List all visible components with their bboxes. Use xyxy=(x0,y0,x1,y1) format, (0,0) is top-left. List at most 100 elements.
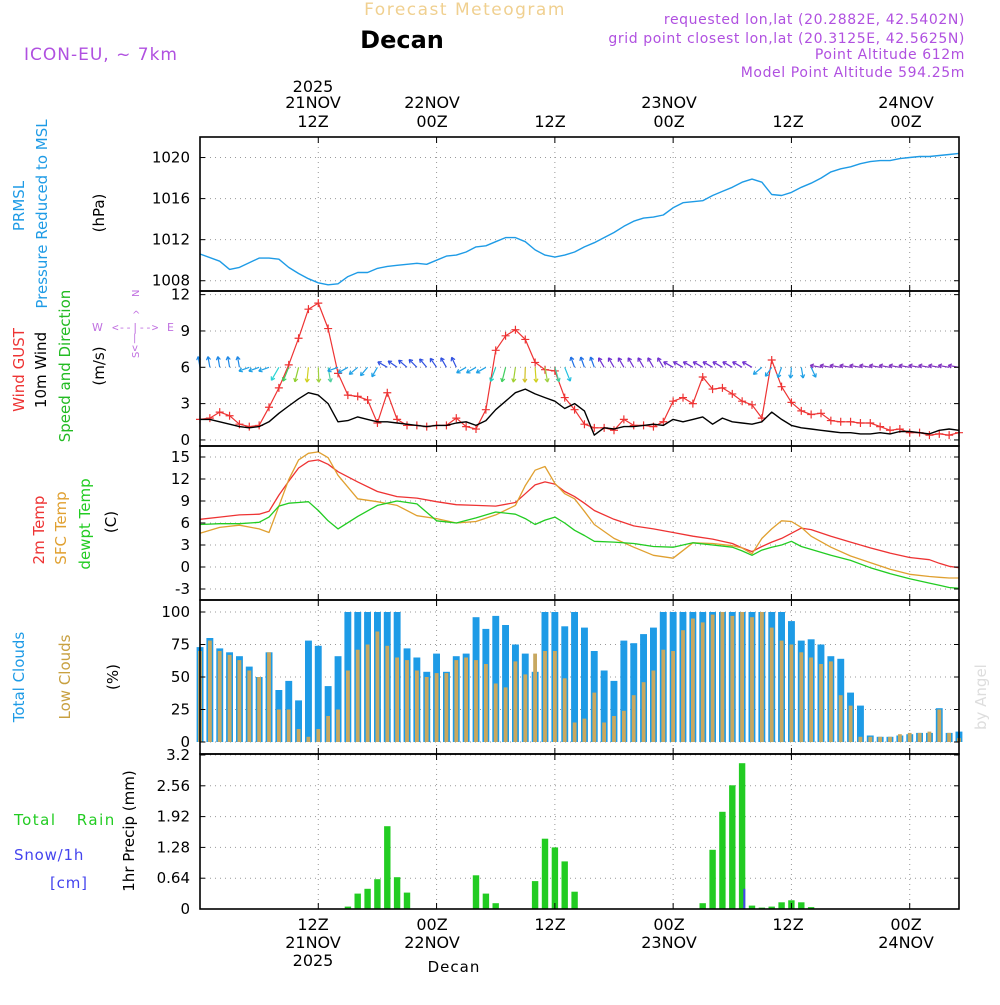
axes: 1008101210161020036912-30369121502550751… xyxy=(152,136,960,918)
gust-point-marker xyxy=(580,420,589,429)
total-cloud-bar xyxy=(502,625,509,742)
model-altitude: Model Point Altitude 594.25m xyxy=(741,65,965,81)
pressure-title-prmsl: PRMSL xyxy=(10,180,28,231)
low-cloud-bar xyxy=(927,731,932,742)
low-cloud-bar xyxy=(917,732,922,742)
panel-frame xyxy=(199,290,960,447)
wind-direction-arrow xyxy=(702,361,713,368)
wind-direction-arrow xyxy=(607,357,615,368)
compass-west: W xyxy=(92,321,103,334)
wind-direction-arrow xyxy=(533,367,539,383)
wind-direction-arrow xyxy=(327,366,339,373)
rain-bar xyxy=(719,811,726,909)
low-cloud-bar xyxy=(346,670,350,742)
low-cloud-bar xyxy=(622,710,626,742)
low-cloud-bar xyxy=(464,657,468,742)
gust-point-marker xyxy=(363,395,372,404)
gust-point-marker xyxy=(610,426,618,435)
wind-direction-arrow xyxy=(672,361,684,368)
wind-direction-arrow xyxy=(554,367,561,383)
wind-direction-arrow xyxy=(800,367,806,379)
wind-direction-arrow xyxy=(316,367,322,383)
gust-point-marker xyxy=(393,415,402,424)
gust-point-marker xyxy=(383,388,392,397)
top-time-axis: 2025 21NOV 12Z 22NOV 00Z 12Z 23NOV 00Z 1… xyxy=(285,77,934,131)
low-cloud-bar xyxy=(720,612,725,742)
wind-compass: N S W E <--|--> ^ | v xyxy=(92,290,174,358)
rain-bar xyxy=(561,861,568,909)
low-cloud-bar xyxy=(267,652,271,742)
rain-bar xyxy=(729,785,736,909)
low-cloud-bar xyxy=(592,692,597,742)
gust-point-marker xyxy=(659,417,668,426)
gust-point-marker xyxy=(817,409,825,418)
gust-point-marker xyxy=(679,393,687,402)
compass-east: E xyxy=(167,321,174,334)
credit-text: by Angel xyxy=(972,664,990,730)
low-cloud-bar xyxy=(208,640,212,742)
wind-direction-arrow xyxy=(348,366,359,375)
wind-direction-arrow xyxy=(741,361,753,368)
total-cloud-bar xyxy=(314,645,322,742)
y-tick-label: 2.56 xyxy=(157,777,190,795)
compass-vertical-mid: | xyxy=(133,333,136,344)
grid-point-coords: grid point closest lon,lat (20.3125E, 42… xyxy=(608,31,965,47)
low-cloud-bar xyxy=(277,709,281,742)
total-cloud-bar xyxy=(630,643,638,742)
wind-direction-arrow xyxy=(657,357,664,368)
low-cloud-bar xyxy=(553,651,557,742)
wind-direction-arrow xyxy=(511,367,517,383)
total-cloud-bar xyxy=(295,700,302,742)
gust-point-marker xyxy=(353,392,362,401)
wind-direction-arrow xyxy=(215,356,221,368)
total-cloud-bar xyxy=(571,612,578,742)
gust-point-marker xyxy=(472,425,480,434)
wind-direction-arrow xyxy=(849,363,861,369)
precip-title-rain: Total Rain xyxy=(13,811,116,829)
y-tick-label: 1.28 xyxy=(157,838,190,856)
rain-bar xyxy=(403,892,411,909)
wind-direction-arrow xyxy=(898,363,910,369)
gust-point-marker xyxy=(560,393,569,402)
low-cloud-bar xyxy=(375,631,380,742)
rain-bar xyxy=(364,888,371,909)
low-cloud-bar xyxy=(434,673,439,742)
temp-dewpt-line xyxy=(199,500,960,589)
y-tick-label: 9 xyxy=(180,492,190,510)
low-cloud-bar xyxy=(415,670,419,742)
wind-direction-arrow xyxy=(809,363,822,369)
pressure-title-long: Pressure Reduced to MSL xyxy=(33,119,51,309)
bottom-tick-day: 22NOV xyxy=(404,933,460,952)
bottom-tick-year: 2025 xyxy=(293,951,334,970)
wind-direction-arrow xyxy=(408,358,418,368)
wind-direction-arrow xyxy=(810,367,817,378)
y-tick-label: 50 xyxy=(171,668,190,686)
low-cloud-bar xyxy=(602,722,606,742)
rain-bar xyxy=(778,902,785,909)
low-cloud-bar xyxy=(523,674,528,742)
chart-marks xyxy=(196,152,963,909)
low-cloud-bar xyxy=(878,736,882,742)
top-tick-day: 24NOV xyxy=(878,93,934,112)
gust-point-marker xyxy=(619,415,628,424)
low-cloud-bar xyxy=(799,652,804,742)
wind-direction-arrow xyxy=(475,366,487,374)
gust-point-marker xyxy=(452,414,461,423)
low-cloud-bar xyxy=(257,677,261,742)
temp-title-2m: 2m Temp xyxy=(30,496,48,565)
panel-frame xyxy=(199,753,960,910)
bottom-tick-day: 23NOV xyxy=(641,933,697,952)
wind-direction-arrow xyxy=(868,363,881,369)
low-cloud-bar xyxy=(355,649,360,742)
low-cloud-bar xyxy=(444,673,449,742)
rain-bar xyxy=(482,893,490,909)
product-title: Forecast Meteogram xyxy=(364,0,566,20)
gust-point-marker xyxy=(304,305,313,314)
low-cloud-bar xyxy=(217,651,222,742)
temp-sfc-line xyxy=(199,451,959,579)
gust-point-marker xyxy=(708,385,717,394)
gust-point-marker xyxy=(688,399,697,408)
rain-bar xyxy=(748,905,756,909)
wind-direction-arrow xyxy=(293,367,300,383)
